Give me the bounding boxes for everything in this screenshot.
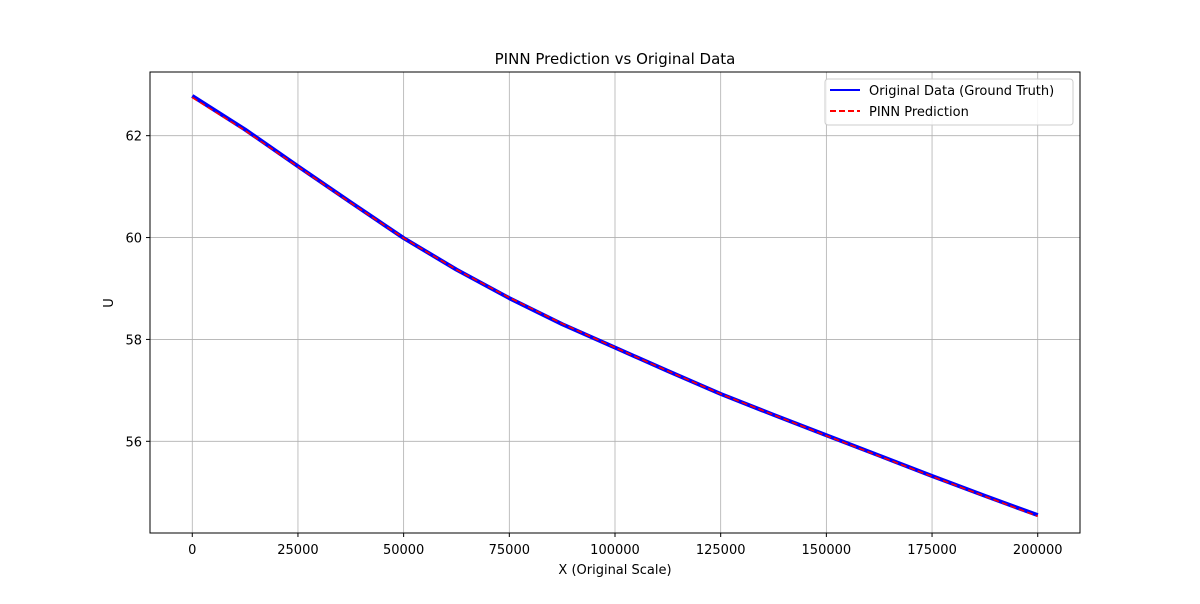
x-tick-label: 0 (188, 543, 196, 558)
axis-ticks: 0 25000 50000 75000 100000 125000 150000 175000… (125, 130, 1062, 558)
chart-title: PINN Prediction vs Original Data (495, 50, 736, 68)
x-tick-label: 50000 (383, 543, 424, 558)
y-tick-label: 62 (125, 130, 142, 145)
legend-label-pinn: PINN Prediction (869, 105, 969, 120)
x-axis-label: X (Original Scale) (558, 563, 671, 578)
x-tick-label: 100000 (590, 543, 640, 558)
series-line-pinn (191, 96, 1039, 517)
grid-lines (150, 72, 1080, 533)
y-tick-label: 56 (125, 435, 142, 450)
x-tick-label: 200000 (1013, 543, 1063, 558)
x-tick-label: 75000 (489, 543, 530, 558)
legend-label-original: Original Data (Ground Truth) (869, 84, 1054, 99)
legend-box (824, 78, 1074, 126)
x-tick-label: 150000 (802, 543, 852, 558)
x-tick-label: 25000 (277, 543, 318, 558)
series-lines (191, 94, 1039, 518)
legend: Original Data (Ground Truth) PINN Predic… (824, 78, 1074, 126)
x-tick-label: 175000 (907, 543, 957, 558)
y-tick-label: 60 (125, 232, 142, 247)
y-tick-label: 58 (125, 333, 142, 348)
y-axis-label: U (102, 298, 117, 308)
x-tick-label: 125000 (696, 543, 746, 558)
